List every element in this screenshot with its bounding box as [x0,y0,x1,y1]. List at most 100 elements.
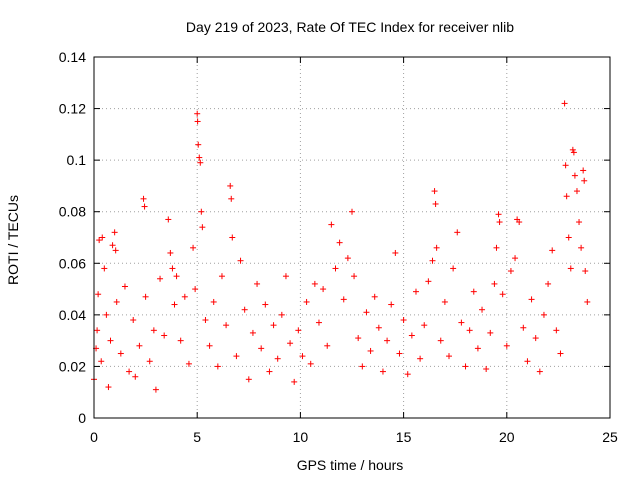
data-point [462,363,469,370]
data-point [408,332,415,339]
y-tick-label: 0.02 [59,358,86,374]
data-point [328,221,335,228]
data-point [388,301,395,308]
x-tick-label: 15 [396,429,412,445]
data-point [421,322,428,329]
data-point [536,368,543,375]
data-point [197,159,204,166]
data-point [311,280,318,287]
data-point [223,322,230,329]
data-point [441,298,448,305]
data-point [229,234,236,241]
data-point [227,182,234,189]
data-point [479,306,486,313]
data-point [105,384,112,391]
data-point [307,360,314,367]
x-axis-label: GPS time / hours [297,457,404,473]
data-point [210,298,217,305]
data-point [112,247,119,254]
data-point [190,244,197,251]
data-point [371,293,378,300]
data-point [553,327,560,334]
data-point [349,208,355,215]
data-point [132,373,139,380]
data-point [101,265,108,272]
data-point [107,337,114,344]
data-point [431,188,438,195]
data-point [491,280,498,287]
y-axis-label: ROTI / TECUs [5,195,21,285]
data-point [545,280,552,287]
data-point [396,350,403,357]
data-point [117,350,124,357]
data-point [516,219,523,226]
data-point [576,219,583,226]
data-point [136,342,143,349]
data-point [563,193,570,200]
data-point [540,311,547,318]
data-point [270,322,277,329]
data-point [581,177,588,184]
data-point [113,298,120,305]
data-point [359,363,366,370]
data-point [291,378,298,385]
data-point [249,329,256,336]
data-point [549,247,556,254]
y-tick-label: 0.1 [67,152,87,168]
data-point [99,234,106,241]
data-point [404,371,411,378]
data-point [433,244,440,251]
y-tick-label: 0.04 [59,307,86,323]
data-point [557,350,564,357]
data-point [320,286,327,293]
data-point [141,203,148,210]
data-point [499,291,506,298]
data-point [375,324,382,331]
x-tick-label: 10 [293,429,309,445]
data-point [324,342,331,349]
data-point [121,283,128,290]
data-point [94,327,101,334]
data-point [111,229,118,236]
data-point [109,242,116,249]
data-point [474,345,481,352]
data-point [573,188,580,195]
data-point [98,358,105,365]
data-point [417,355,424,362]
data-point [512,255,519,262]
data-point [196,154,203,161]
data-point [228,195,235,202]
y-tick-label: 0.08 [59,204,86,220]
data-point [206,342,213,349]
data-point [218,273,225,280]
data-point [332,265,339,272]
data-point [152,386,159,393]
data-point [432,200,439,207]
data-point [241,306,248,313]
data-point [363,309,370,316]
data-point [299,353,306,360]
y-tick-label: 0.12 [59,101,86,117]
x-tick-label: 5 [193,429,201,445]
data-point [582,268,589,275]
x-tick-label: 20 [499,429,515,445]
data-point [167,249,174,256]
data-point [470,288,477,295]
data-points [91,100,591,393]
data-point [503,342,510,349]
data-point [287,340,294,347]
data-point [96,237,103,244]
data-point [584,298,591,305]
data-point [487,329,494,336]
data-point [562,162,569,169]
data-point [95,291,102,298]
y-tick-label: 0.06 [59,255,86,271]
data-point [254,280,261,287]
data-point [195,141,202,148]
data-point [274,355,281,362]
data-point [561,100,568,107]
data-point [495,211,502,218]
data-point [454,229,461,236]
data-point [150,327,157,334]
